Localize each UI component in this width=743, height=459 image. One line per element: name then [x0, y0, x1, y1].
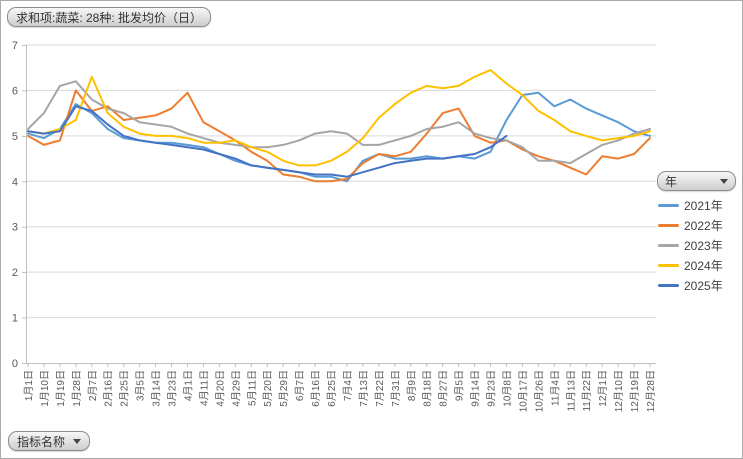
legend-field-label: 年 — [665, 174, 678, 189]
x-tick-label: 2月25日 — [119, 370, 131, 407]
y-tick-label: 1 — [12, 313, 18, 325]
x-tick-label: 11月4日 — [549, 370, 561, 406]
x-tick-label: 1月28日 — [71, 370, 83, 407]
x-tick-label: 11月13日 — [565, 370, 577, 412]
x-tick-label: 8月18日 — [422, 370, 434, 407]
legend-item-2025: 2025年 — [658, 275, 723, 295]
x-tick-label: 8月27日 — [438, 370, 450, 407]
x-tick-label: 9月14日 — [470, 370, 482, 407]
x-tick-label: 4月29日 — [230, 370, 242, 407]
legend-swatch-2022 — [658, 223, 679, 227]
value-field-button[interactable]: 求和项:蔬菜: 28种: 批发均价（日） — [7, 7, 212, 27]
x-tick-label: 5月29日 — [278, 370, 290, 407]
series-line-2024年 — [27, 69, 651, 167]
legend-label: 2024年 — [684, 258, 723, 273]
chevron-down-icon — [720, 178, 728, 184]
y-tick-label: 6 — [12, 85, 18, 97]
x-tick-label: 4月11日 — [198, 370, 210, 406]
x-tick-label: 4月20日 — [214, 370, 226, 407]
y-tick-label: 2 — [12, 267, 18, 279]
x-tick-label: 5月20日 — [262, 370, 274, 407]
x-tick-label: 8月9日 — [406, 370, 418, 401]
x-tick-label: 12月1日 — [597, 370, 609, 407]
x-tick-label: 5月11日 — [246, 370, 258, 406]
legend-label: 2021年 — [684, 198, 723, 213]
x-tick-label: 12月10日 — [613, 370, 625, 412]
legend-label: 2022年 — [684, 218, 723, 233]
chart-legend: 2021年 2022年 2023年 2024年 2025年 — [658, 195, 723, 295]
x-tick-label: 6月25日 — [326, 370, 338, 407]
axis-field-label: 指标名称 — [17, 434, 66, 449]
y-tick-label: 0 — [12, 358, 18, 370]
series-line-2025年 — [27, 105, 508, 178]
series-line-2022年 — [27, 89, 651, 183]
legend-item-2021: 2021年 — [658, 195, 723, 215]
y-tick-label: 3 — [12, 222, 18, 234]
x-tick-label: 4月1日 — [182, 370, 194, 401]
series-line-2023年 — [27, 80, 651, 165]
x-tick-label: 6月7日 — [294, 370, 306, 401]
x-tick-label: 1月19日 — [55, 370, 67, 407]
x-tick-label: 7月31日 — [390, 370, 402, 407]
x-tick-label: 2月7日 — [87, 370, 99, 401]
legend-item-2024: 2024年 — [658, 255, 723, 275]
y-tick-label: 4 — [12, 176, 18, 188]
x-tick-label: 12月28日 — [645, 370, 657, 412]
x-tick-label: 3月23日 — [167, 370, 179, 407]
x-tick-label: 10月26日 — [533, 370, 545, 412]
axis-field-button[interactable]: 指标名称 — [8, 431, 91, 451]
y-tick-label: 7 — [12, 40, 18, 52]
x-tick-label: 7月22日 — [374, 370, 386, 407]
x-tick-label: 11月22日 — [581, 370, 593, 412]
value-field-label: 求和项:蔬菜: 28种: 批发均价（日） — [16, 10, 203, 25]
x-tick-label: 3月14日 — [151, 370, 163, 407]
x-tick-label: 6月16日 — [310, 370, 322, 407]
x-tick-label: 12月19日 — [629, 370, 641, 412]
chevron-down-icon — [73, 438, 82, 444]
x-tick-label: 1月1日 — [23, 370, 35, 401]
x-tick-label: 9月23日 — [486, 370, 498, 407]
x-tick-label: 7月13日 — [358, 370, 370, 407]
series-line-2021年 — [27, 91, 651, 183]
y-tick-label: 5 — [12, 131, 18, 143]
x-tick-label: 1月10日 — [39, 370, 51, 407]
x-tick-label: 7月4日 — [342, 370, 354, 401]
legend-swatch-2025 — [658, 283, 679, 287]
x-tick-label: 10月17日 — [517, 370, 529, 412]
legend-swatch-2021 — [658, 203, 679, 207]
legend-swatch-2024 — [658, 263, 679, 267]
x-tick-label: 9月5日 — [454, 370, 466, 401]
legend-swatch-2023 — [658, 243, 679, 247]
x-tick-label: 2月16日 — [103, 370, 115, 407]
x-tick-label: 10月8日 — [501, 370, 513, 407]
legend-label: 2023年 — [684, 238, 723, 253]
x-tick-label: 3月5日 — [135, 370, 147, 401]
legend-field-button[interactable]: 年 — [657, 171, 736, 191]
legend-item-2022: 2022年 — [658, 215, 723, 235]
legend-label: 2025年 — [684, 278, 723, 293]
legend-item-2023: 2023年 — [658, 235, 723, 255]
